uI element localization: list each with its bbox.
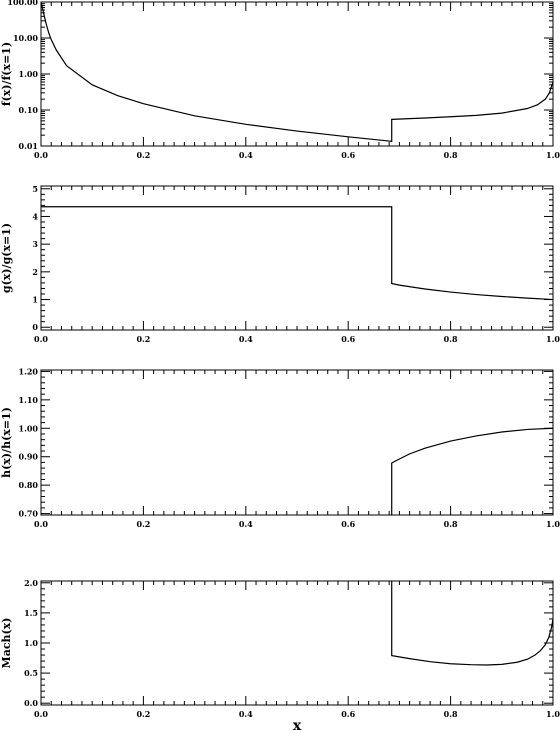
y-tick-label: 2.0 <box>24 578 38 588</box>
x-tick-label: 0.4 <box>239 519 253 529</box>
y-tick-label: 0.90 <box>19 452 39 462</box>
y-axis-label: Mach(x) <box>0 618 13 669</box>
panel-3: 0.0 0.2 0.4 0.6 0.8 1.0 0.70 0.80 0.90 1.00 1.10 1.… <box>0 366 560 529</box>
x-axis-label: x <box>293 718 302 730</box>
series-line <box>391 581 553 666</box>
x-tick-label: 0.4 <box>239 709 253 719</box>
x-tick-label: 0.2 <box>136 334 150 344</box>
series-line <box>41 2 553 142</box>
y-tick-label: 0 <box>32 322 38 332</box>
x-tick-label: 1.0 <box>546 709 560 719</box>
x-tick-label: 0.4 <box>239 334 253 344</box>
plot-frame <box>40 1 554 147</box>
x-tick-label: 0.8 <box>444 150 458 160</box>
x-tick-label: 0.8 <box>444 334 458 344</box>
y-tick-label: 1 <box>32 295 38 305</box>
x-tick-label: 0.6 <box>341 334 355 344</box>
x-tick-label: 0.2 <box>136 150 150 160</box>
y-tick-label: 0.5 <box>24 668 38 678</box>
x-tick-label: 0.8 <box>444 709 458 719</box>
x-tick-label: 0.6 <box>341 519 355 529</box>
y-tick-label: 4 <box>32 211 38 221</box>
x-tick-label: 0.0 <box>34 519 48 529</box>
y-tick-label: 0.10 <box>19 105 39 115</box>
y-tick-label: 1.20 <box>19 366 39 376</box>
y-axis-label: f(x)/f(x=1) <box>0 42 13 106</box>
x-tick-label: 0.2 <box>136 519 150 529</box>
y-tick-label: 0.80 <box>19 480 39 490</box>
x-tick-label: 0.6 <box>341 150 355 160</box>
y-tick-label: 1.00 <box>19 423 39 433</box>
y-tick-label: 0.01 <box>19 141 38 151</box>
x-tick-label: 0.6 <box>341 709 355 719</box>
y-tick-label: 2 <box>32 267 38 277</box>
y-tick-label: 1.00 <box>19 69 39 79</box>
y-tick-label: 100.00 <box>7 0 38 7</box>
y-tick-label: 10.00 <box>13 33 38 43</box>
y-tick-label: 1.10 <box>19 395 39 405</box>
y-tick-label: 3 <box>32 239 38 249</box>
x-tick-label: 1.0 <box>546 334 560 344</box>
y-tick-label: 1.0 <box>24 638 38 648</box>
x-tick-label: 1.0 <box>546 150 560 160</box>
panel-2: 0.0 0.2 0.4 0.6 0.8 1.0 0 1 2 3 4 5 g(x)/g(x=1) <box>0 184 560 344</box>
x-tick-label: 0.2 <box>136 709 150 719</box>
plot-frame <box>40 580 554 706</box>
y-tick-label: 5 <box>32 184 38 194</box>
panel-1: 0.0 0.2 0.4 0.6 0.8 1.0 0.01 0.10 1.00 10.00 100.0… <box>0 0 560 160</box>
x-tick-label: 0.4 <box>239 150 253 160</box>
plot-frame <box>40 369 554 516</box>
series-line <box>391 427 553 515</box>
x-tick-label: 1.0 <box>546 519 560 529</box>
y-tick-label: 0.0 <box>24 698 38 708</box>
x-tick-label: 0.8 <box>444 519 458 529</box>
y-axis-label: h(x)/h(x=1) <box>0 407 13 478</box>
x-tick-label: 0.0 <box>34 334 48 344</box>
plot-frame <box>40 185 554 331</box>
x-tick-label: 0.0 <box>34 150 48 160</box>
x-tick-label: 0.0 <box>34 709 48 719</box>
y-tick-label: 1.5 <box>24 608 38 618</box>
series-line <box>41 206 553 301</box>
y-axis-label: g(x)/g(x=1) <box>0 223 13 293</box>
y-tick-label: 0.70 <box>19 509 39 519</box>
panel-4: 0.0 0.2 0.4 0.6 0.8 1.0 0.0 0.5 1.0 1.5 2.0 Mach(x)… <box>0 578 560 730</box>
